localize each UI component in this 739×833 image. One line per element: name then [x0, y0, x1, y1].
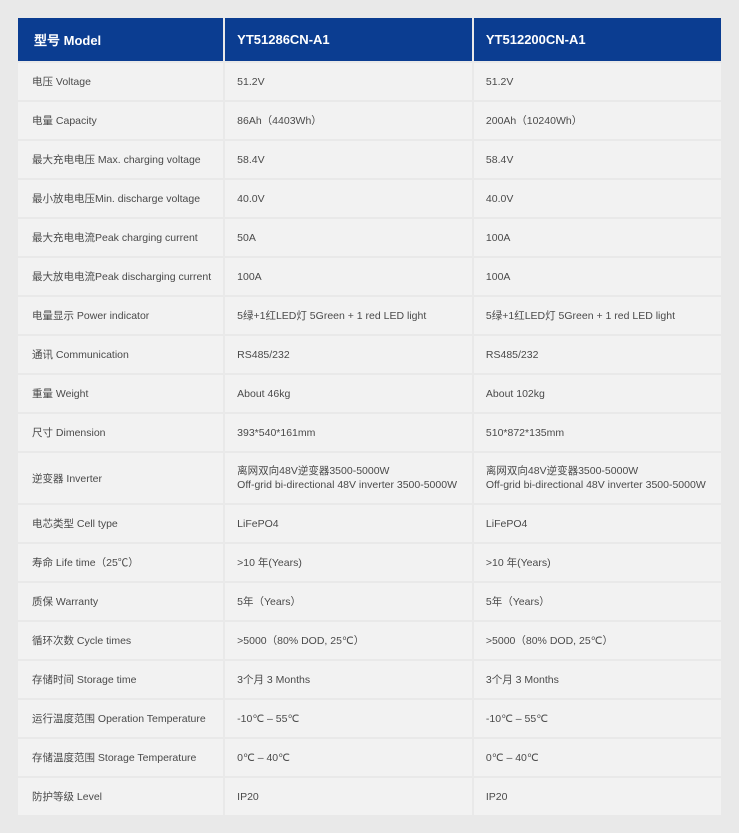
row-value-col1: 3个月 3 Months	[225, 661, 472, 698]
row-value-col1: About 46kg	[225, 375, 472, 412]
row-label: 逆变器 Inverter	[18, 453, 223, 503]
row-label: 通讯 Communication	[18, 336, 223, 373]
table-row: 最大充电电压 Max. charging voltage58.4V58.4V	[18, 141, 721, 178]
row-label: 尺寸 Dimension	[18, 414, 223, 451]
row-value-col2: IP20	[474, 778, 721, 815]
row-value-col2: 510*872*135mm	[474, 414, 721, 451]
row-value-col2: >5000（80% DOD, 25℃）	[474, 622, 721, 659]
table-row: 电量显示 Power indicator5绿+1红LED灯 5Green + 1…	[18, 297, 721, 334]
row-label: 最大充电电流Peak charging current	[18, 219, 223, 256]
table-row: 防护等级 LevelIP20IP20	[18, 778, 721, 815]
row-label: 电量 Capacity	[18, 102, 223, 139]
row-value-col2: About 102kg	[474, 375, 721, 412]
row-label: 重量 Weight	[18, 375, 223, 412]
row-label: 质保 Warranty	[18, 583, 223, 620]
row-value-col1: 100A	[225, 258, 472, 295]
row-label: 寿命 Life time（25℃）	[18, 544, 223, 581]
row-value-col2: 100A	[474, 258, 721, 295]
row-value-col1: 40.0V	[225, 180, 472, 217]
row-value-col1: LiFePO4	[225, 505, 472, 542]
row-value-col2: 离网双向48V逆变器3500-5000WOff-grid bi-directio…	[474, 453, 721, 503]
row-value-col1: 5绿+1红LED灯 5Green + 1 red LED light	[225, 297, 472, 334]
header-row: 型号 Model YT51286CN-A1 YT512200CN-A1	[18, 18, 721, 61]
row-label: 电芯类型 Cell type	[18, 505, 223, 542]
row-label: 最大充电电压 Max. charging voltage	[18, 141, 223, 178]
table-row: 通讯 CommunicationRS485/232RS485/232	[18, 336, 721, 373]
row-label: 电压 Voltage	[18, 63, 223, 100]
row-value-col2: 3个月 3 Months	[474, 661, 721, 698]
table-row: 重量 WeightAbout 46kgAbout 102kg	[18, 375, 721, 412]
row-value-col1: 5年（Years）	[225, 583, 472, 620]
table-row: 电芯类型 Cell typeLiFePO4LiFePO4	[18, 505, 721, 542]
table-row: 最小放电电压Min. discharge voltage40.0V40.0V	[18, 180, 721, 217]
row-value-col1: 58.4V	[225, 141, 472, 178]
row-value-col2: 5绿+1红LED灯 5Green + 1 red LED light	[474, 297, 721, 334]
row-label: 防护等级 Level	[18, 778, 223, 815]
row-label: 存储温度范围 Storage Temperature	[18, 739, 223, 776]
table-row: 循环次数 Cycle times>5000（80% DOD, 25℃）>5000…	[18, 622, 721, 659]
row-label: 运行温度范围 Operation Temperature	[18, 700, 223, 737]
row-value-col2: 5年（Years）	[474, 583, 721, 620]
row-value-col1: -10℃ – 55℃	[225, 700, 472, 737]
table-row: 质保 Warranty5年（Years）5年（Years）	[18, 583, 721, 620]
table-row: 最大放电电流Peak discharging current100A100A	[18, 258, 721, 295]
table-row: 运行温度范围 Operation Temperature-10℃ – 55℃-1…	[18, 700, 721, 737]
header-model: 型号 Model	[18, 18, 223, 61]
spec-table: 型号 Model YT51286CN-A1 YT512200CN-A1 电压 V…	[16, 16, 723, 817]
table-body: 电压 Voltage51.2V51.2V电量 Capacity86Ah（4403…	[18, 63, 721, 815]
header-product-2: YT512200CN-A1	[474, 18, 721, 61]
row-value-col2: 0℃ – 40℃	[474, 739, 721, 776]
row-value-col1: 393*540*161mm	[225, 414, 472, 451]
row-label: 循环次数 Cycle times	[18, 622, 223, 659]
row-value-col1: 0℃ – 40℃	[225, 739, 472, 776]
row-value-col1: >5000（80% DOD, 25℃）	[225, 622, 472, 659]
row-value-col1: 离网双向48V逆变器3500-5000WOff-grid bi-directio…	[225, 453, 472, 503]
row-value-col1: 86Ah（4403Wh）	[225, 102, 472, 139]
row-value-col1: >10 年(Years)	[225, 544, 472, 581]
header-product-1: YT51286CN-A1	[225, 18, 472, 61]
row-value-col2: >10 年(Years)	[474, 544, 721, 581]
table-row: 逆变器 Inverter离网双向48V逆变器3500-5000WOff-grid…	[18, 453, 721, 503]
row-label: 电量显示 Power indicator	[18, 297, 223, 334]
row-value-col2: 100A	[474, 219, 721, 256]
table-row: 最大充电电流Peak charging current50A100A	[18, 219, 721, 256]
row-value-col2: 200Ah（10240Wh）	[474, 102, 721, 139]
row-value-col2: -10℃ – 55℃	[474, 700, 721, 737]
table-row: 尺寸 Dimension393*540*161mm510*872*135mm	[18, 414, 721, 451]
row-value-col1: IP20	[225, 778, 472, 815]
table-row: 电压 Voltage51.2V51.2V	[18, 63, 721, 100]
row-value-col2: RS485/232	[474, 336, 721, 373]
row-value-col1: 50A	[225, 219, 472, 256]
row-value-col2: 51.2V	[474, 63, 721, 100]
table-row: 寿命 Life time（25℃）>10 年(Years)>10 年(Years…	[18, 544, 721, 581]
row-label: 最小放电电压Min. discharge voltage	[18, 180, 223, 217]
row-value-col2: LiFePO4	[474, 505, 721, 542]
row-value-col1: 51.2V	[225, 63, 472, 100]
row-label: 存储时间 Storage time	[18, 661, 223, 698]
table-row: 存储温度范围 Storage Temperature0℃ – 40℃0℃ – 4…	[18, 739, 721, 776]
row-value-col1: RS485/232	[225, 336, 472, 373]
row-value-col2: 40.0V	[474, 180, 721, 217]
table-row: 存储时间 Storage time3个月 3 Months3个月 3 Month…	[18, 661, 721, 698]
row-label: 最大放电电流Peak discharging current	[18, 258, 223, 295]
table-row: 电量 Capacity86Ah（4403Wh）200Ah（10240Wh）	[18, 102, 721, 139]
row-value-col2: 58.4V	[474, 141, 721, 178]
